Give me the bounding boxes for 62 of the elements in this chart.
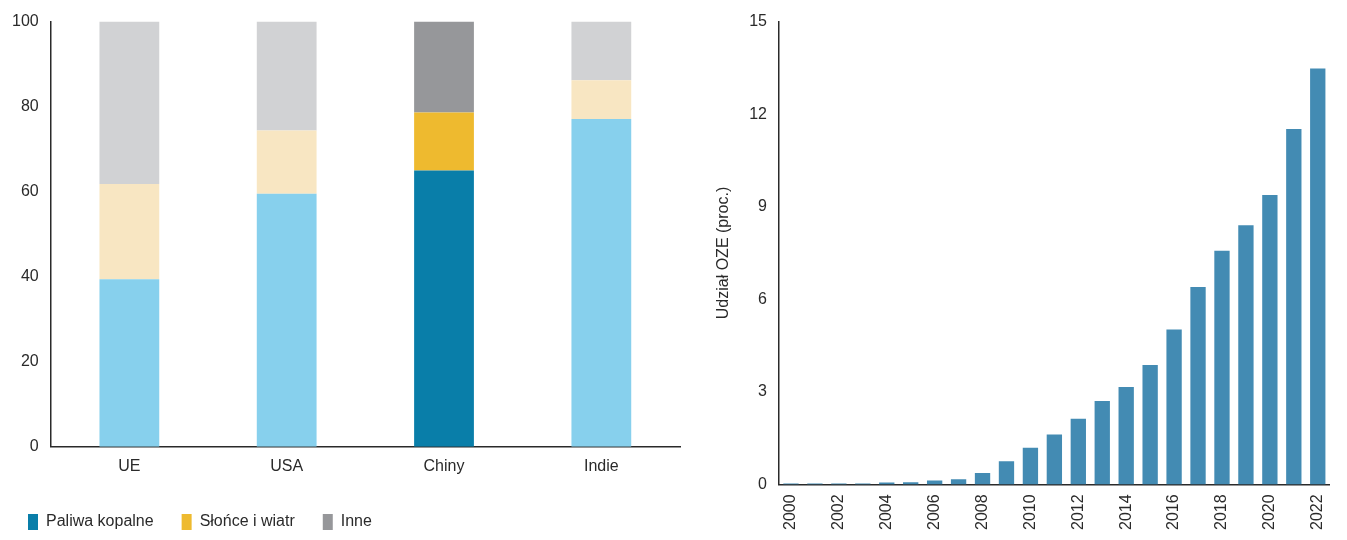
- x-tick-label: 2014: [1116, 494, 1134, 530]
- y-tick-label: 0: [758, 474, 768, 492]
- y-tick-label: 9: [758, 197, 768, 215]
- bar: [256, 21, 317, 131]
- bar: [1142, 365, 1158, 485]
- y-tick-label: 3: [758, 382, 768, 400]
- bar: [1118, 386, 1134, 485]
- x-tick-label: 2000: [781, 494, 799, 530]
- bar: [571, 80, 632, 119]
- y-tick-label: 12: [749, 104, 768, 122]
- x-tick-label: 2010: [1020, 494, 1038, 530]
- x-tick-label: 2018: [1212, 494, 1230, 530]
- bar: [926, 480, 943, 485]
- bar: [903, 482, 919, 485]
- bar: [414, 21, 474, 113]
- bar: [998, 461, 1015, 485]
- bar: [99, 279, 160, 447]
- bar: [99, 21, 160, 185]
- bar: [1046, 434, 1063, 485]
- bar: [571, 21, 632, 81]
- legend-label: Inne: [340, 512, 373, 530]
- bar: [1262, 195, 1278, 485]
- y-tick-label: 6: [758, 289, 768, 307]
- bar: [256, 130, 317, 194]
- x-tick-label: Chiny: [423, 456, 465, 474]
- bar: [1022, 447, 1039, 485]
- bar: [1238, 225, 1254, 485]
- x-tick-label: 2016: [1164, 494, 1182, 530]
- bar: [414, 170, 474, 447]
- x-tick-label: 2020: [1260, 494, 1278, 530]
- bar: [1190, 286, 1206, 485]
- bar: [414, 112, 474, 171]
- x-tick-label: 2006: [925, 494, 943, 530]
- x-tick-label: 2022: [1308, 494, 1326, 530]
- y-axis-title: Udział OZE (proc.): [714, 186, 732, 320]
- y-tick-label: 100: [11, 12, 39, 30]
- y-tick-label: 20: [20, 352, 39, 370]
- x-tick-label: UE: [118, 456, 141, 474]
- x-tick-label: Indie: [583, 456, 619, 474]
- bar: [974, 472, 991, 485]
- bar: [99, 184, 160, 280]
- bar: [1094, 401, 1110, 485]
- bar: [1166, 329, 1182, 485]
- y-tick-label: 80: [20, 97, 39, 115]
- bar: [1286, 128, 1302, 485]
- bar: [256, 193, 317, 447]
- bar: [1310, 68, 1326, 485]
- legend-label: Paliwa kopalne: [46, 512, 154, 530]
- bar: [1070, 418, 1086, 485]
- x-tick-label: USA: [270, 456, 304, 474]
- legend-label: Słońce i wiatr: [199, 512, 296, 530]
- x-tick-label: 2012: [1068, 494, 1086, 530]
- y-tick-label: 0: [29, 437, 39, 455]
- x-tick-label: 2004: [877, 494, 895, 530]
- bar: [1214, 250, 1230, 485]
- bar: [571, 118, 632, 447]
- y-tick-label: 60: [20, 182, 39, 200]
- x-tick-label: 2008: [972, 494, 990, 530]
- x-tick-label: 2002: [829, 494, 847, 530]
- bar: [950, 479, 967, 485]
- y-tick-label: 15: [749, 12, 768, 30]
- y-tick-label: 40: [20, 267, 39, 285]
